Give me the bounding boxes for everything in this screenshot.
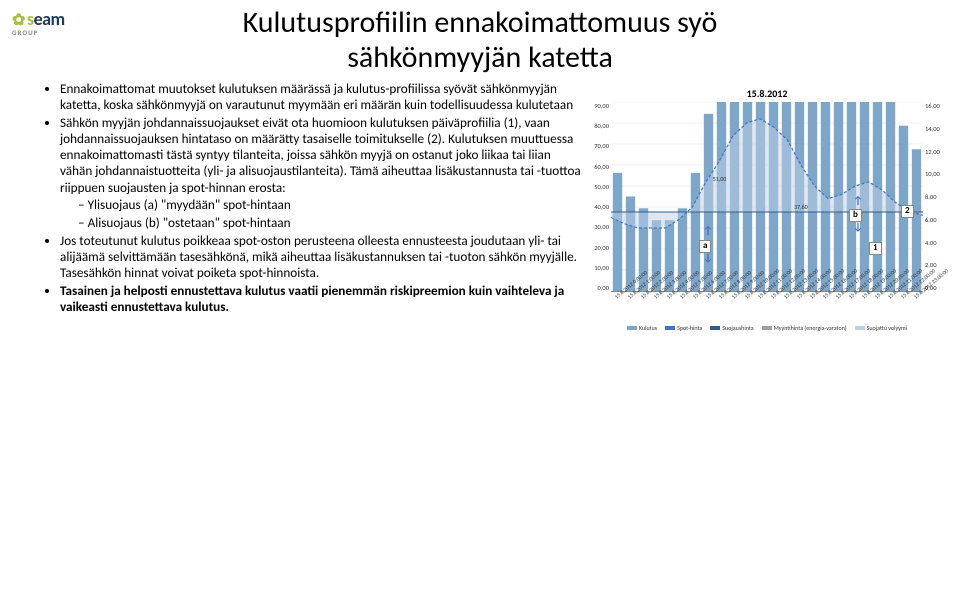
bullet-4: Tasainen ja helposti ennustettava kulutu… (60, 283, 581, 315)
chart: 15.8.2012 90,0080,0070,0060,0050,0040,00… (587, 81, 947, 332)
page-title: Kulutusprofiilin ennakoimattomuus syö sä… (0, 0, 960, 75)
chart-date: 15.8.2012 (587, 87, 947, 100)
logo: ✿seam GROUP (12, 8, 65, 37)
y-axis-right: 16,0014,0012,0010,008,006,004,002,000,00 (925, 102, 947, 292)
annot-2: 2 (901, 205, 914, 218)
y-axis-left: 90,0080,0070,0060,0050,0040,0030,0020,00… (587, 102, 609, 292)
svg-text:51,00: 51,00 (713, 175, 727, 183)
chart-legend: Kulutus Spot-hinta Suojaushinta Myyntihi… (611, 324, 923, 332)
arrow-up-icon: ↑ (853, 194, 863, 207)
arrow-down-icon: ↓ (703, 251, 713, 264)
annot-1: 1 (869, 242, 882, 255)
bullet-2: Sähkön myyjän johdannaissuojaukset eivät… (60, 115, 581, 231)
bullet-1: Ennakoimattomat muutokset kulutuksen mää… (60, 81, 581, 113)
bullet-3: Jos toteutunut kulutus poikkeaa spot-ost… (60, 233, 581, 281)
arrow-up-icon: ↑ (703, 224, 713, 237)
svg-text:37,60: 37,60 (794, 203, 808, 211)
x-axis-labels: 15.8.2012 0:00:0015.8.2012 1:00:0015.8.2… (611, 294, 923, 324)
plot-area: 51,0037,60 a ↑ ↓ b ↑ ↓ 1 2 (611, 102, 923, 292)
bullet-2b: Alisuojaus (b) "ostetaan" spot-hintaan (78, 215, 581, 231)
bullet-2a: Ylisuojaus (a) "myydään" spot-hintaan (78, 197, 581, 213)
body-text: Ennakoimattomat muutokset kulutuksen mää… (46, 81, 581, 332)
arrow-down-icon: ↓ (853, 220, 863, 233)
